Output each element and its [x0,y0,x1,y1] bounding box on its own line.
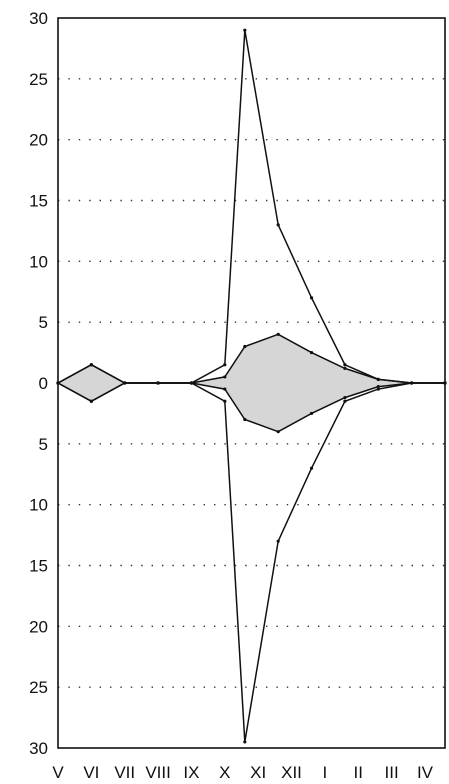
data-point [89,399,93,403]
x-tick-label: VII [114,763,135,782]
y-tick-label: 15 [29,557,48,576]
x-tick-label: XI [250,763,266,782]
data-point [376,377,380,381]
data-point [343,396,347,400]
y-tick-label: 25 [29,70,48,89]
data-point [223,375,227,379]
data-point [276,539,280,543]
y-tick-label: 20 [29,131,48,150]
data-point [243,740,247,744]
data-point [309,466,314,470]
data-point [309,350,314,355]
x-tick-label: I [323,763,328,782]
x-tick-label: X [219,763,230,782]
data-point [376,385,380,389]
shaded-area [58,334,445,432]
x-tick-label: VI [83,763,99,782]
data-point [343,366,347,370]
y-tick-label: 10 [29,496,48,515]
y-tick-label: 20 [29,617,48,636]
x-tick-label: VIII [145,763,171,782]
y-tick-label: 5 [39,435,48,454]
plot-frame [57,17,446,749]
x-tick-label: XII [281,763,302,782]
data-point [243,28,247,32]
data-point [343,399,347,403]
data-points [56,28,447,744]
data-point [309,411,314,416]
data-point [243,417,247,422]
series-line-outer-upper [57,30,445,384]
data-point [376,387,380,391]
x-tick-label: IX [183,763,199,782]
series-line-outer-lower [57,382,445,743]
data-point [223,387,227,391]
x-axis-ticks: V VI VII VIII IX X XI XII I II III IV [52,763,433,782]
data-point [276,332,280,336]
data-point [123,381,127,385]
shaded-band [58,334,445,432]
x-tick-label: III [385,763,399,782]
data-point [189,381,194,385]
x-tick-label: IV [417,763,434,782]
data-point [89,363,93,367]
y-tick-label: 10 [29,252,48,271]
data-point [276,223,280,227]
y-tick-label: 5 [39,313,48,332]
data-point [156,381,160,385]
x-tick-label: V [52,763,64,782]
y-axis-ticks: 30 25 20 15 10 5 0 5 10 15 20 25 30 [29,9,48,758]
x-tick-label: II [354,763,363,782]
data-point [223,363,227,367]
y-tick-label: 30 [29,739,48,758]
y-tick-label: 0 [39,374,48,393]
data-point [410,381,414,385]
data-point [223,399,227,403]
data-point [343,363,347,367]
data-point [276,430,280,434]
data-point [309,296,314,300]
data-point [243,344,247,349]
y-tick-label: 25 [29,678,48,697]
y-tick-label: 15 [29,192,48,211]
y-tick-label: 30 [29,9,48,28]
